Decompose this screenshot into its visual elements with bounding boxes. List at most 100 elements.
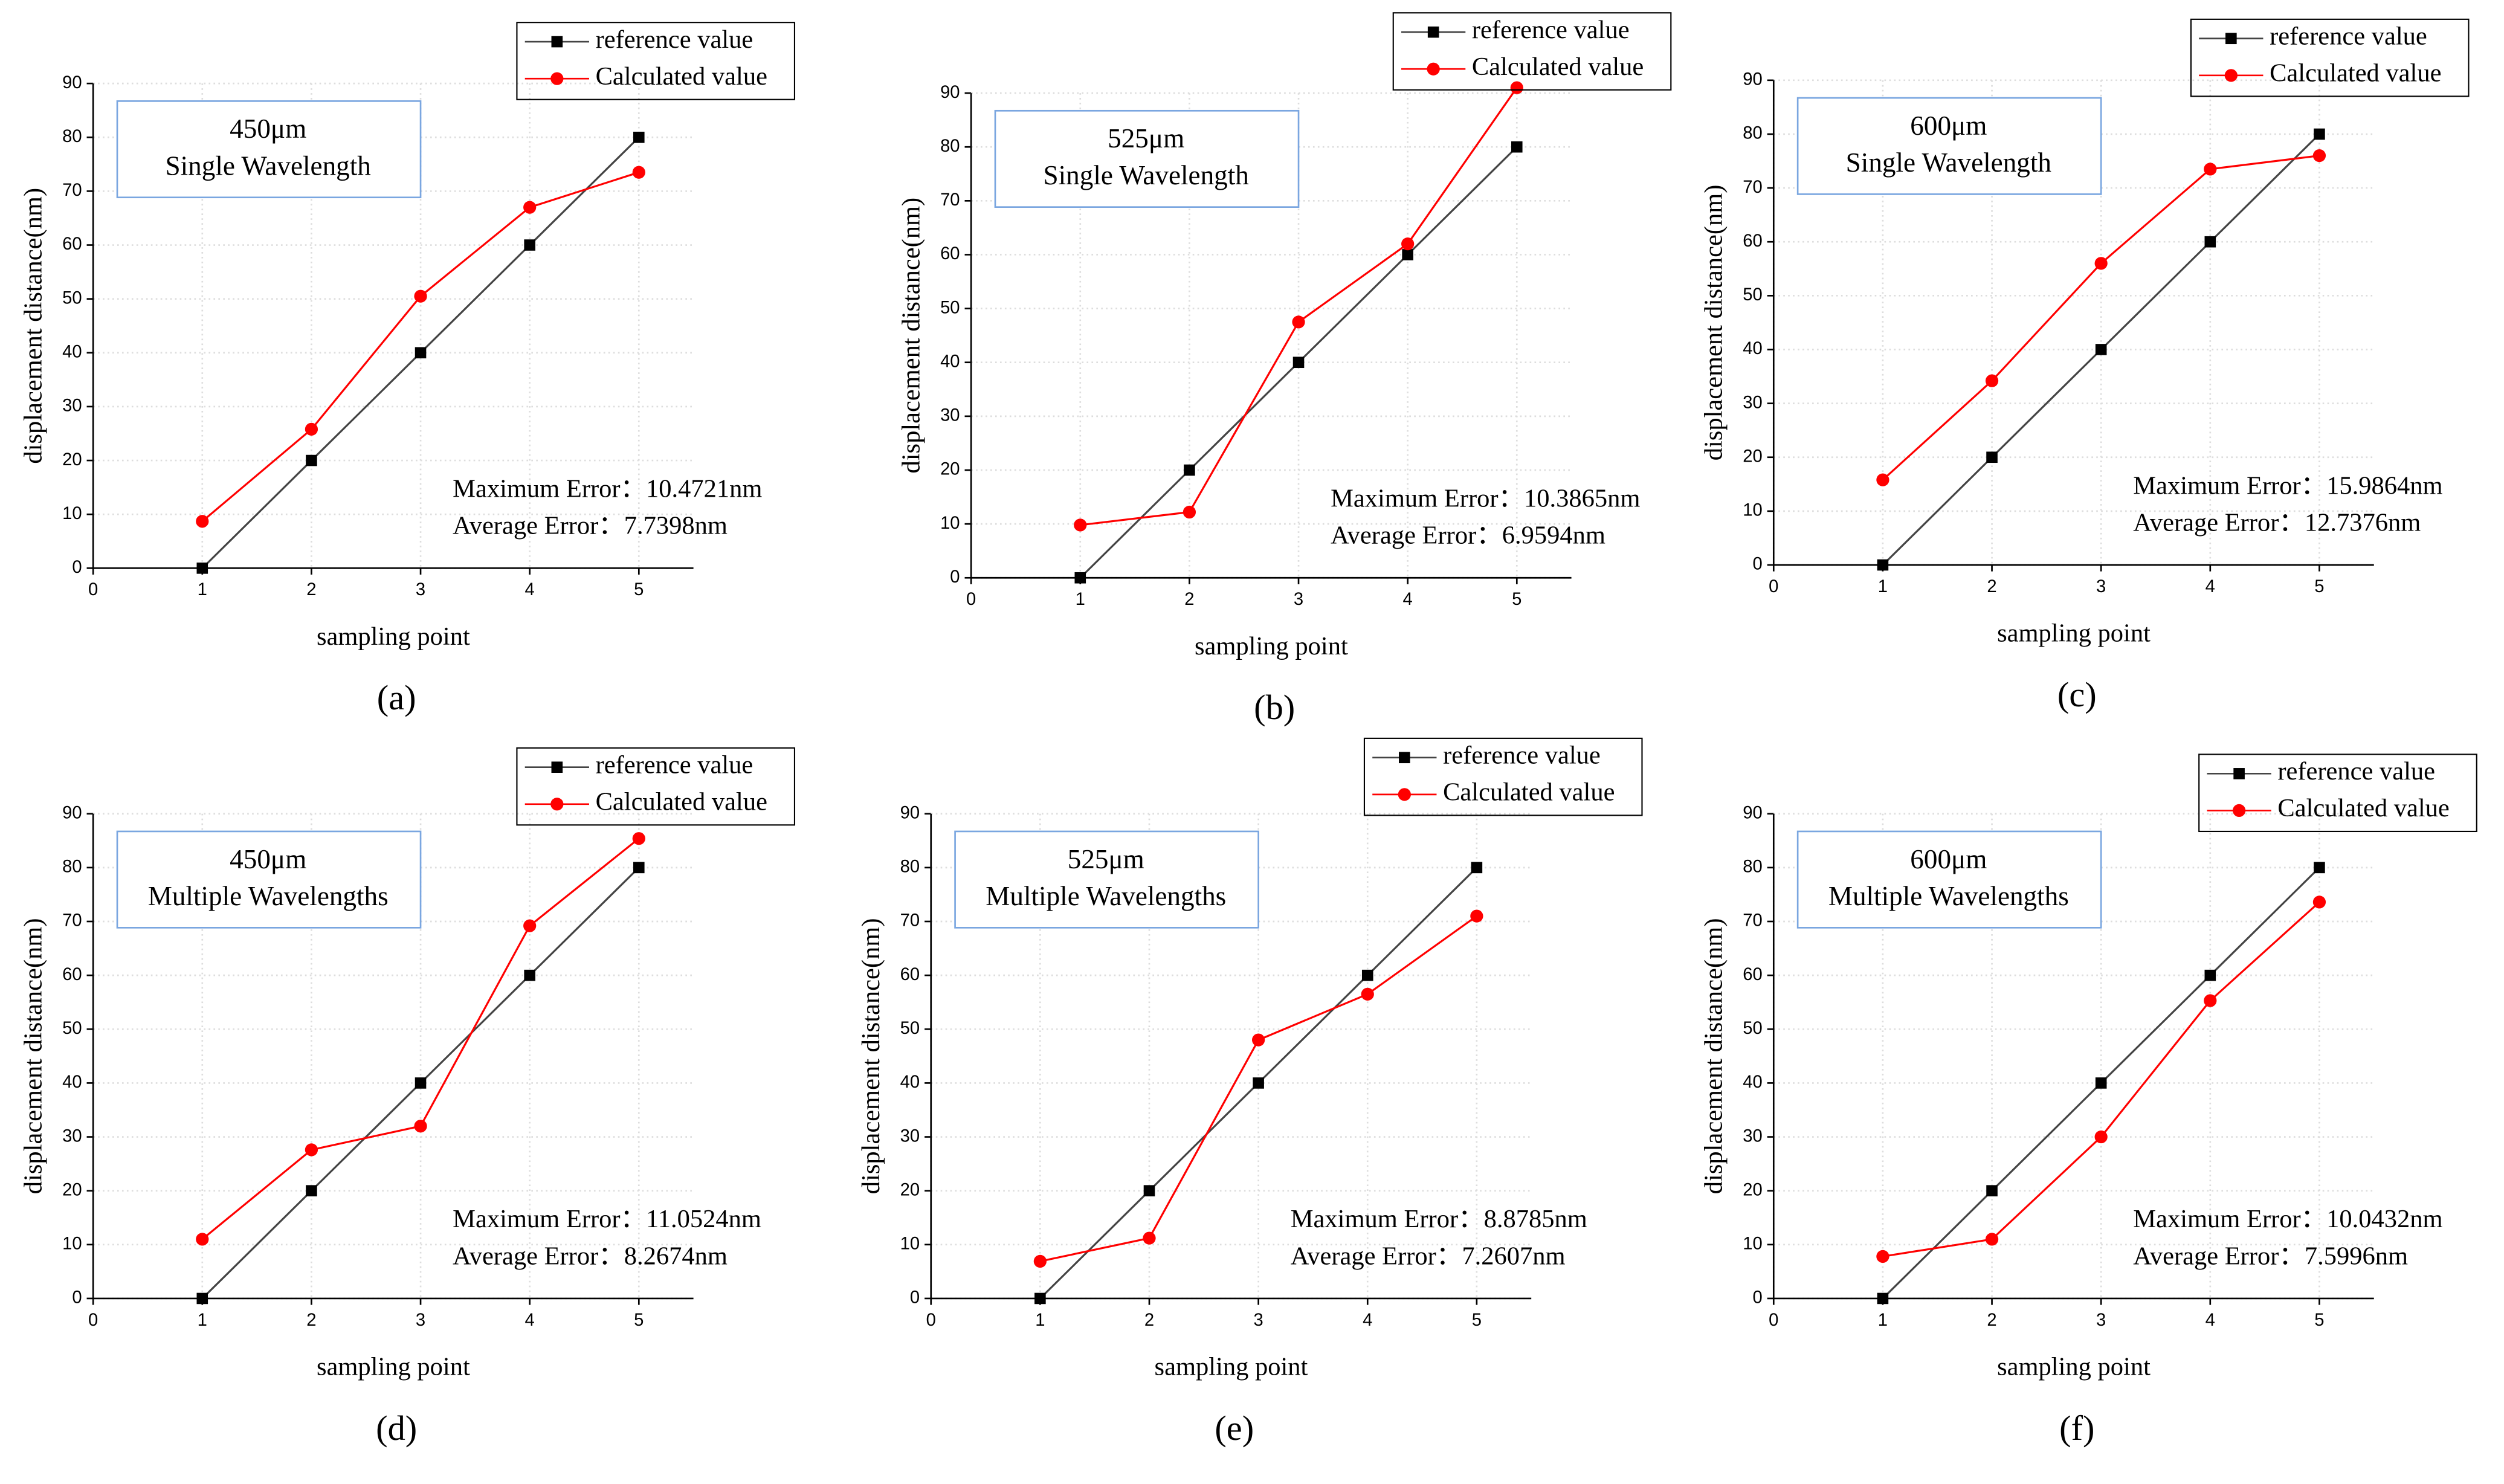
- marker: [1253, 1077, 1264, 1089]
- marker: [1361, 969, 1373, 981]
- marker: [633, 862, 645, 874]
- y-tick-label: 90: [940, 83, 960, 102]
- panel-label: (e): [1215, 1408, 1254, 1448]
- y-tick-label: 30: [900, 1126, 920, 1146]
- x-tick-label: 2: [1987, 577, 1996, 596]
- x-tick-label: 3: [2096, 1311, 2106, 1330]
- y-tick-label: 0: [1752, 1288, 1762, 1308]
- marker: [1143, 1185, 1155, 1196]
- x-tick-label: 5: [1472, 1311, 1482, 1330]
- x-tick-label: 4: [525, 580, 535, 599]
- legend-label: reference value: [1443, 741, 1601, 770]
- box-text: 450μm: [230, 844, 306, 874]
- marker: [1510, 81, 1523, 94]
- marker: [550, 798, 564, 811]
- text-box: [994, 109, 1300, 208]
- marker: [632, 166, 645, 179]
- marker: [1986, 1185, 1998, 1196]
- marker: [2094, 257, 2108, 270]
- y-tick-label: 80: [900, 857, 920, 877]
- y-axis-label: displacement distance(nm): [19, 918, 47, 1194]
- y-tick-label: 80: [62, 127, 82, 146]
- x-tick-label: 4: [1403, 590, 1413, 609]
- marker: [1252, 1033, 1265, 1047]
- marker: [196, 1233, 209, 1246]
- marker: [524, 239, 535, 251]
- y-tick-label: 80: [1743, 857, 1762, 877]
- marker: [1361, 987, 1374, 1001]
- x-tick-label: 0: [966, 590, 976, 609]
- panel-label: (d): [376, 1408, 417, 1448]
- x-tick-label: 2: [1144, 1311, 1154, 1330]
- y-tick-label: 90: [62, 73, 82, 92]
- legend-label: reference value: [2277, 757, 2435, 786]
- y-tick-label: 10: [62, 504, 82, 523]
- y-tick-label: 20: [62, 1180, 82, 1199]
- annotation: Maximum Error：15.9864nm: [2133, 471, 2442, 500]
- marker: [196, 563, 208, 574]
- y-tick-label: 30: [62, 396, 82, 416]
- marker: [2204, 969, 2216, 981]
- panel: 0 10 20 30 40 50 60 70 80 90 0 1 2 3 4 5 reference value…: [857, 737, 1643, 1448]
- y-tick-label: 50: [62, 1019, 82, 1038]
- legend-label: reference value: [2270, 22, 2427, 51]
- annotation: Maximum Error：10.3865nm: [1331, 485, 1640, 513]
- marker: [1034, 1292, 1046, 1305]
- marker: [1292, 356, 1305, 369]
- x-tick-label: 2: [1987, 1311, 1996, 1330]
- y-tick-label: 60: [940, 244, 960, 263]
- legend-box: [2190, 18, 2470, 97]
- y-tick-label: 40: [62, 343, 82, 362]
- legend-box: [1363, 737, 1643, 816]
- y-tick-label: 90: [1743, 70, 1762, 89]
- marker: [1986, 451, 1998, 463]
- legend-label: Calculated value: [1472, 53, 1644, 81]
- y-tick-label: 80: [1743, 124, 1762, 143]
- x-tick-label: 3: [416, 580, 425, 599]
- y-tick-label: 90: [900, 803, 920, 822]
- marker: [2232, 804, 2246, 818]
- marker: [1470, 909, 1483, 923]
- marker: [633, 131, 645, 143]
- marker: [306, 454, 317, 466]
- x-tick-label: 2: [306, 580, 316, 599]
- legend-box: [1392, 12, 1672, 91]
- box-text: 600μm: [1910, 111, 1987, 141]
- marker: [524, 969, 535, 981]
- marker: [1985, 374, 1999, 387]
- annotation: Maximum Error：8.8785nm: [1291, 1205, 1587, 1233]
- y-tick-label: 0: [910, 1288, 920, 1308]
- marker: [2204, 994, 2217, 1007]
- panel: 0 10 20 30 40 50 60 70 80 90 0 1 2 3 4 5 reference value…: [897, 12, 1672, 727]
- y-tick-label: 60: [1743, 231, 1762, 251]
- marker: [1292, 315, 1305, 329]
- y-tick-label: 10: [1743, 1234, 1762, 1254]
- legend-label: reference value: [1472, 16, 1630, 44]
- x-tick-label: 1: [1035, 1311, 1045, 1330]
- marker: [196, 515, 209, 528]
- legend-label: Calculated value: [2277, 794, 2449, 822]
- marker: [306, 1185, 317, 1196]
- panel: 0 10 20 30 40 50 60 70 80 90 0 1 2 3 4 5 reference value…: [19, 22, 796, 717]
- marker: [523, 201, 537, 214]
- legend-label: Calculated value: [596, 62, 767, 91]
- marker: [1402, 249, 1413, 260]
- x-tick-label: 5: [2314, 577, 2324, 596]
- legend-box: [516, 747, 796, 826]
- legend-label: Calculated value: [2270, 59, 2441, 88]
- y-tick-label: 0: [72, 1288, 82, 1308]
- marker: [1399, 752, 1410, 764]
- x-tick-label: 5: [1512, 590, 1521, 609]
- y-tick-label: 20: [1743, 447, 1762, 466]
- x-axis-label: sampling point: [317, 622, 470, 651]
- marker: [2204, 163, 2217, 176]
- y-tick-label: 40: [1743, 1073, 1762, 1092]
- y-tick-label: 30: [1743, 393, 1762, 412]
- box-text: 525μm: [1108, 123, 1184, 153]
- box-text: Single Wavelength: [1044, 160, 1249, 190]
- marker: [2095, 1077, 2107, 1089]
- y-tick-label: 90: [1743, 803, 1762, 822]
- panel-label: (b): [1254, 688, 1295, 727]
- x-tick-label: 2: [1184, 590, 1194, 609]
- x-tick-label: 1: [1878, 1311, 1888, 1330]
